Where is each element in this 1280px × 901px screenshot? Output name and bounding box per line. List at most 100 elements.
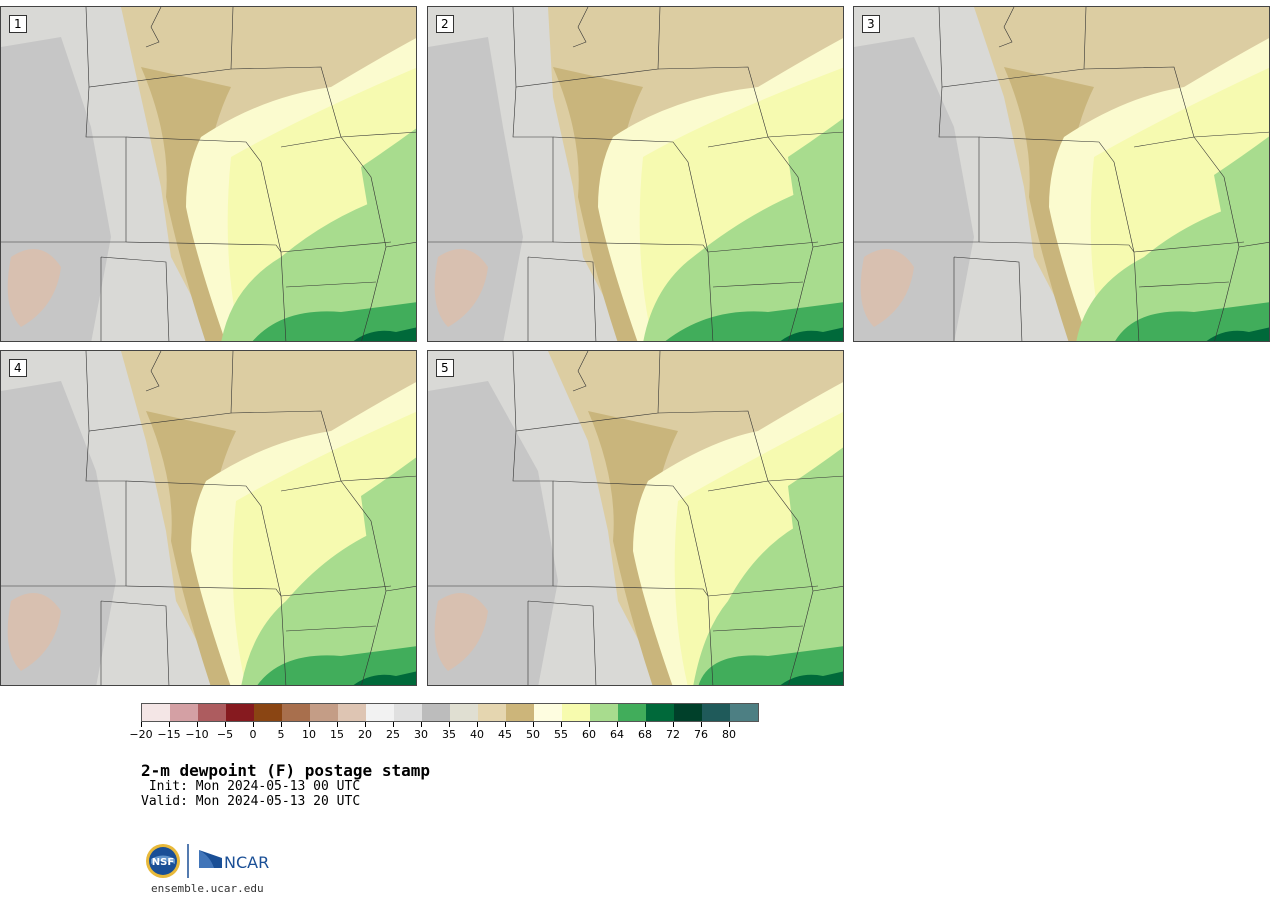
state-border bbox=[767, 475, 843, 592]
colorbar-swatch bbox=[618, 704, 646, 721]
colorbar-swatch bbox=[646, 704, 674, 721]
colorbar-tick bbox=[673, 722, 674, 727]
colorbar-tick bbox=[393, 722, 394, 727]
colorbar-tick bbox=[449, 722, 450, 727]
tropical-moist bbox=[353, 327, 416, 341]
colorbar-swatch bbox=[170, 704, 198, 721]
state-border bbox=[280, 585, 392, 632]
colorbar-tick-label: −10 bbox=[185, 728, 209, 741]
colorbar-ticks: −20 −15 −10 −5 0 5 10 15 20 25 30 35 40 45 50 55 60 64 68 7… bbox=[129, 722, 761, 742]
state-border bbox=[125, 136, 287, 341]
panel-label: 5 bbox=[436, 359, 454, 377]
state-border bbox=[125, 585, 282, 597]
colorbar-tick-label: 20 bbox=[358, 728, 372, 741]
very-humid bbox=[665, 302, 843, 341]
state-border bbox=[340, 475, 416, 592]
state-border bbox=[657, 66, 769, 148]
colorbar-tick-label: 80 bbox=[722, 728, 736, 741]
state-border bbox=[125, 241, 282, 253]
tropical-moist bbox=[780, 327, 843, 341]
colorbar-tick-label: 64 bbox=[610, 728, 624, 741]
colorbar-swatch bbox=[702, 704, 730, 721]
colorbar-tick bbox=[253, 722, 254, 727]
colorbar-tick bbox=[281, 722, 282, 727]
map-panel-4: 4 bbox=[0, 350, 417, 686]
very-dry-patch bbox=[7, 593, 62, 671]
colorbar-tick-label: −20 bbox=[129, 728, 153, 741]
colorbar-tick bbox=[645, 722, 646, 727]
ncar-logo: NCAR bbox=[199, 850, 269, 872]
map-panel-5: 5 bbox=[427, 350, 844, 686]
colorbar-tick bbox=[169, 722, 170, 727]
map-image bbox=[1, 351, 416, 685]
lake-outline bbox=[145, 7, 162, 48]
state-border bbox=[100, 256, 170, 341]
very-dry-patch bbox=[434, 249, 488, 327]
state-border bbox=[512, 351, 661, 432]
logos: NSF NCAR bbox=[144, 842, 284, 880]
humid-green bbox=[221, 187, 416, 341]
state-border bbox=[938, 7, 1087, 88]
colorbar-tick bbox=[477, 722, 478, 727]
state-border bbox=[527, 256, 597, 341]
state-border bbox=[340, 131, 416, 248]
state-border bbox=[1083, 66, 1195, 148]
state-border bbox=[552, 136, 714, 341]
colorbar bbox=[141, 703, 759, 722]
colorbar-tick-label: 0 bbox=[249, 728, 257, 741]
state-border bbox=[1133, 241, 1245, 288]
colorbar-tick-label: 10 bbox=[302, 728, 316, 741]
colorbar-tick bbox=[533, 722, 534, 727]
colorbar-swatch bbox=[478, 704, 506, 721]
colorbar-tick-label: 55 bbox=[554, 728, 568, 741]
humid-green-east bbox=[361, 457, 416, 601]
tropical-moist bbox=[1206, 327, 1269, 341]
colorbar-tick-label: 35 bbox=[442, 728, 456, 741]
map-panel-3: 3 bbox=[853, 6, 1270, 342]
tropical-moist bbox=[353, 671, 416, 685]
state-border bbox=[85, 7, 234, 88]
colorbar-swatch bbox=[254, 704, 282, 721]
colorbar-tick-label: 68 bbox=[638, 728, 652, 741]
state-border bbox=[1193, 131, 1269, 248]
colorbar-swatch bbox=[534, 704, 562, 721]
colorbar-tick-label: 5 bbox=[277, 728, 285, 741]
state-border bbox=[552, 480, 714, 685]
colorbar-swatch bbox=[226, 704, 254, 721]
colorbar-swatch bbox=[310, 704, 338, 721]
colorbar-tick-label: −15 bbox=[157, 728, 181, 741]
state-border bbox=[230, 410, 342, 492]
panel-label: 1 bbox=[9, 15, 27, 33]
state-border bbox=[280, 241, 392, 288]
very-dry-patch bbox=[7, 249, 62, 327]
svg-text:NCAR: NCAR bbox=[224, 853, 269, 872]
colorbar-tick-label: 45 bbox=[498, 728, 512, 741]
lake-outline bbox=[572, 351, 589, 392]
state-border bbox=[512, 7, 661, 88]
nsf-ncar-logo: NSF NCAR bbox=[146, 844, 269, 878]
state-border bbox=[552, 241, 709, 253]
colorbar-tick-label: 25 bbox=[386, 728, 400, 741]
humid-green-east bbox=[788, 118, 843, 257]
colorbar-swatch bbox=[282, 704, 310, 721]
colorbar-swatch bbox=[366, 704, 394, 721]
state-border bbox=[552, 585, 709, 597]
very-dry-patch bbox=[434, 593, 488, 671]
svg-text:NSF: NSF bbox=[152, 857, 174, 868]
colorbar-tick-label: −5 bbox=[216, 728, 234, 741]
colorbar-tick-label: 50 bbox=[526, 728, 540, 741]
state-border bbox=[125, 480, 287, 685]
map-panel-1: 1 bbox=[0, 6, 417, 342]
map-image bbox=[428, 7, 843, 341]
colorbar-tick bbox=[225, 722, 226, 727]
footer-url: ensemble.ucar.edu bbox=[151, 882, 264, 895]
colorbar-tick bbox=[365, 722, 366, 727]
map-image bbox=[1, 7, 416, 341]
map-image bbox=[854, 7, 1269, 341]
humid-green-east bbox=[788, 447, 843, 601]
colorbar-swatch bbox=[394, 704, 422, 721]
state-border bbox=[707, 241, 819, 288]
colorbar-tick bbox=[701, 722, 702, 727]
map-image bbox=[428, 351, 843, 685]
map-panel-2: 2 bbox=[427, 6, 844, 342]
